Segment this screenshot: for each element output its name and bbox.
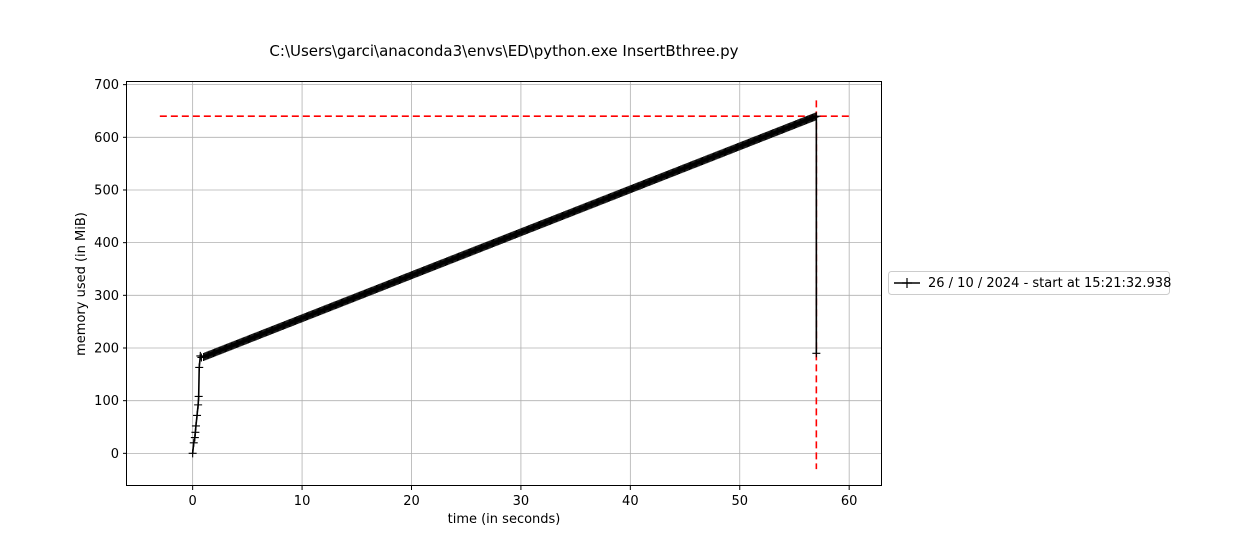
data-point-marker bbox=[191, 421, 200, 430]
data-point-marker bbox=[188, 449, 197, 458]
series-layer bbox=[188, 112, 821, 458]
legend: 26 / 10 / 2024 - start at 15:21:32.938 bbox=[888, 271, 1171, 295]
x-tick-label: 30 bbox=[513, 494, 530, 509]
x-tick-label: 20 bbox=[403, 494, 420, 509]
y-tick-label: 700 bbox=[94, 78, 119, 93]
data-point-marker bbox=[194, 392, 203, 401]
x-tick-label: 50 bbox=[731, 494, 748, 509]
y-tick-label: 300 bbox=[94, 289, 119, 304]
data-point-marker bbox=[812, 349, 821, 358]
legend-marker bbox=[902, 278, 912, 288]
y-tick-label: 500 bbox=[94, 183, 119, 198]
plot-frame bbox=[126, 81, 882, 486]
y-tick-label: 400 bbox=[94, 236, 119, 251]
chart-title: C:\Users\garci\anaconda3\envs\ED\python.… bbox=[269, 42, 738, 60]
data-point-marker bbox=[193, 411, 202, 420]
y-tick-label: 600 bbox=[94, 131, 119, 146]
y-tick-label: 0 bbox=[111, 447, 119, 462]
y-tick-label: 100 bbox=[94, 394, 119, 409]
y-axis-label: memory used (in MiB) bbox=[74, 212, 89, 356]
x-axis-label: time (in seconds) bbox=[448, 512, 561, 527]
x-tick-label: 60 bbox=[841, 494, 858, 509]
x-axis: 0 10 20 30 40 50 60 bbox=[189, 486, 858, 509]
y-tick-label: 200 bbox=[94, 341, 119, 356]
x-tick-label: 10 bbox=[294, 494, 311, 509]
data-point-marker bbox=[194, 400, 203, 409]
grid-lines bbox=[127, 82, 882, 486]
y-axis: 0 100 200 300 400 500 600 700 bbox=[94, 78, 127, 462]
series-line bbox=[191, 115, 818, 454]
legend-label: 26 / 10 / 2024 - start at 15:21:32.938 bbox=[928, 276, 1171, 291]
data-point-marker bbox=[811, 112, 820, 121]
reference-lines bbox=[159, 100, 850, 470]
x-tick-label: 0 bbox=[189, 494, 197, 509]
legend-box bbox=[888, 271, 1170, 295]
data-point-marker bbox=[195, 363, 204, 372]
data-point-marker bbox=[189, 438, 198, 447]
x-tick-label: 40 bbox=[622, 494, 639, 509]
